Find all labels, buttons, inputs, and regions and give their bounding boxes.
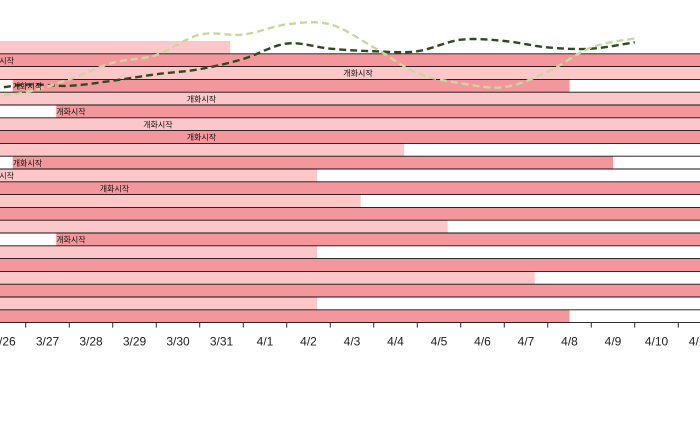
x-tick-label: 4/3 [344, 335, 361, 349]
x-tick-label: 3/29 [123, 335, 147, 349]
flowering-bar [0, 309, 570, 323]
x-tick-label: 3/30 [166, 335, 190, 349]
flowering-bar [0, 117, 700, 131]
x-tick-label: 3/28 [79, 335, 103, 349]
flowering-bar [56, 105, 700, 118]
flowering-bar [0, 53, 700, 67]
line-layer [0, 21, 635, 97]
x-tick-label: 4/1 [257, 335, 274, 349]
flowering-bar [12, 79, 570, 93]
flowering-bar [0, 284, 700, 297]
series-line-2 [0, 21, 635, 97]
bar-label: 개화시작 [56, 235, 86, 245]
bar-label: 개화시작 [13, 81, 43, 91]
bar-label: 개화시작 [56, 107, 86, 117]
bar-label: 개화시작 [0, 55, 15, 65]
flowering-bar [0, 271, 535, 285]
flowering-bar [0, 258, 700, 272]
flowering-bar [0, 66, 700, 80]
x-tick-label: 4/4 [387, 335, 404, 349]
flowering-bar [0, 207, 700, 221]
flowering-bar [0, 143, 405, 157]
x-tick-label: 4/7 [518, 335, 535, 349]
flowering-bar [0, 130, 700, 144]
flowering-bar [0, 194, 361, 208]
bar-label: 개화시작 [187, 94, 217, 104]
bar-label: 개화시작 [143, 119, 173, 129]
x-tick-label: 3/26 [0, 335, 16, 349]
flowering-bar [56, 233, 700, 246]
flowering-bar [0, 92, 700, 105]
x-tick-label: 4/10 [645, 335, 669, 349]
x-tick-label: 4/5 [431, 335, 448, 349]
bar-label: 개화시작 [100, 183, 130, 193]
bar-label: 개화시작 [0, 171, 15, 181]
bar-layer [0, 41, 700, 323]
x-tick-label: 4/6 [474, 335, 491, 349]
flowering-bar [0, 181, 700, 195]
flowering-bar [0, 169, 318, 182]
flowering-bar [0, 245, 318, 259]
x-tick-label: 3/31 [210, 335, 234, 349]
flowering-bar [0, 297, 318, 310]
x-tick-label: 4/11 [689, 335, 700, 349]
bar-label: 개화시작 [13, 158, 43, 168]
bar-label-layer: 개화시작개화시작개화시작개화시작개화시작개화시작개화시작개화시작개화시작개화시작… [0, 55, 373, 244]
x-tick-label: 4/8 [561, 335, 578, 349]
x-axis: 3/26 3/27 3/28 3/29 3/30 3/31 4/1 4/2 4/3 4/4 4/5 4… [0, 335, 700, 349]
series-line-1 [0, 37, 635, 90]
bar-label: 개화시작 [343, 68, 373, 78]
flowering-bar [12, 156, 613, 169]
flowering-bar [0, 41, 231, 54]
bar-label: 개화시작 [187, 132, 217, 142]
flowering-bar [0, 220, 448, 233]
x-tick-label: 3/27 [36, 335, 60, 349]
x-tick-label: 4/2 [300, 335, 317, 349]
x-tick-label: 4/9 [605, 335, 622, 349]
